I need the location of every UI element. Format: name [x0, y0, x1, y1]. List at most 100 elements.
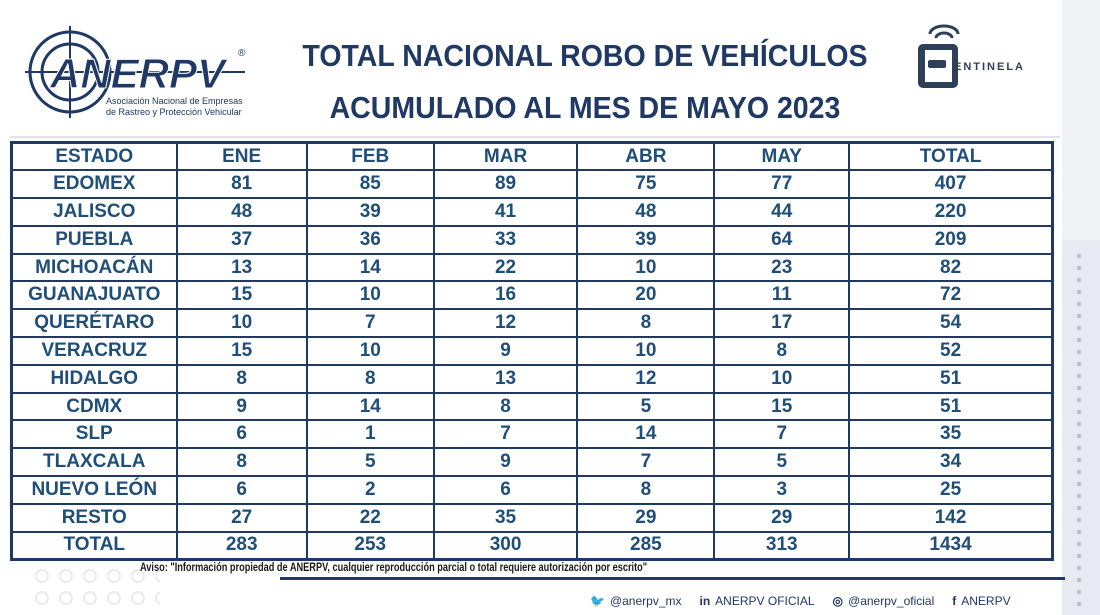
value-cell: 75 [576, 169, 716, 200]
state-cell: RESTO [10, 502, 178, 533]
value-cell: 20 [576, 280, 716, 311]
table-row: NUEVO LEÓN 6 2 6 8 3 25 [10, 475, 1054, 505]
table-row: QUERÉTARO 10 7 12 8 17 54 [10, 308, 1054, 339]
social-link[interactable]: 🐦 @anerpv_mx [590, 594, 682, 608]
value-cell: 12 [432, 308, 579, 339]
state-cell: TOTAL [10, 530, 178, 561]
value-cell: 6 [175, 419, 308, 450]
value-cell: 10 [713, 363, 851, 394]
social-link[interactable]: ◎ @anerpv_oficial [833, 594, 935, 608]
value-cell: 8 [305, 363, 435, 394]
divider [10, 136, 1060, 138]
value-cell: 51 [848, 363, 1054, 394]
value-cell: 22 [432, 252, 579, 283]
value-cell: MAR [432, 141, 579, 172]
value-cell: 48 [576, 197, 716, 227]
value-cell: 10 [305, 336, 435, 366]
value-cell: 1 [305, 419, 435, 450]
value-cell: 313 [713, 530, 851, 561]
value-cell: 220 [848, 197, 1054, 227]
state-cell: PUEBLA [10, 224, 178, 255]
value-cell: 27 [175, 502, 308, 533]
social-label: ANERPV [961, 594, 1011, 608]
anerpv-logo: ANERPV ® Asociación Nacional de Empresas… [25, 26, 246, 118]
social-label: ANERPV OFICIAL [715, 594, 815, 608]
centinela-logo: ENTINELA [918, 24, 1023, 88]
value-cell: 64 [713, 224, 851, 255]
state-cell: TLAXCALA [10, 447, 178, 478]
value-cell: 7 [305, 308, 435, 339]
value-cell: 285 [576, 530, 716, 561]
value-cell: 15 [175, 336, 308, 366]
state-cell: MICHOACÁN [10, 252, 178, 283]
disclaimer: Aviso: "Información propiedad de ANERPV,… [140, 562, 648, 574]
value-cell: 77 [713, 169, 851, 200]
value-cell: 9 [432, 336, 579, 366]
value-cell: 253 [305, 530, 435, 561]
value-cell: 2 [305, 475, 435, 505]
value-cell: 14 [305, 252, 435, 283]
value-cell: 7 [713, 419, 851, 450]
value-cell: 5 [576, 391, 716, 422]
value-cell: 39 [576, 224, 716, 255]
value-cell: 8 [576, 475, 716, 505]
value-cell: 51 [848, 391, 1054, 422]
value-cell: 85 [305, 169, 435, 200]
value-cell: 6 [175, 475, 308, 505]
value-cell: 36 [305, 224, 435, 255]
state-cell: VERACRUZ [10, 336, 178, 366]
value-cell: 89 [432, 169, 579, 200]
state-cell: ESTADO [10, 141, 178, 172]
value-cell: 44 [713, 197, 851, 227]
value-cell: 300 [432, 530, 579, 561]
value-cell: 81 [175, 169, 308, 200]
social-link[interactable]: in ANERPV OFICIAL [700, 594, 815, 608]
value-cell: 8 [576, 308, 716, 339]
value-cell: 7 [576, 447, 716, 478]
value-cell: 22 [305, 502, 435, 533]
value-cell: 5 [305, 447, 435, 478]
value-cell: 142 [848, 502, 1054, 533]
state-cell: NUEVO LEÓN [10, 475, 178, 505]
value-cell: 13 [432, 363, 579, 394]
state-cell: QUERÉTARO [10, 308, 178, 339]
value-cell: 10 [175, 308, 308, 339]
value-cell: 8 [175, 447, 308, 478]
value-cell: 52 [848, 336, 1054, 366]
twitter-icon: 🐦 [590, 594, 605, 608]
value-cell: 407 [848, 169, 1054, 200]
table-row: HIDALGO 8 8 13 12 10 51 [10, 363, 1054, 394]
state-cell: GUANAJUATO [10, 280, 178, 311]
value-cell: 14 [305, 391, 435, 422]
table-row: EDOMEX 81 85 89 75 77 407 [10, 169, 1054, 200]
value-cell: 29 [576, 502, 716, 533]
table-row: VERACRUZ 15 10 9 10 8 52 [10, 336, 1054, 366]
value-cell: 3 [713, 475, 851, 505]
value-cell: 33 [432, 224, 579, 255]
value-cell: MAY [713, 141, 851, 172]
table-row: PUEBLA 37 36 33 39 64 209 [10, 224, 1054, 255]
value-cell: 15 [713, 391, 851, 422]
state-cell: JALISCO [10, 197, 178, 227]
table-row: TLAXCALA 8 5 9 7 5 34 [10, 447, 1054, 478]
value-cell: 17 [713, 308, 851, 339]
value-cell: 48 [175, 197, 308, 227]
value-cell: 29 [713, 502, 851, 533]
value-cell: TOTAL [848, 141, 1054, 172]
table-header: ESTADO ENE FEB MAR ABR MAY TOTAL [10, 141, 1054, 172]
social-link[interactable]: f ANERPV [952, 594, 1010, 608]
value-cell: 15 [175, 280, 308, 311]
table-row: GUANAJUATO 15 10 16 20 11 72 [10, 280, 1054, 311]
value-cell: 7 [432, 419, 579, 450]
value-cell: 11 [713, 280, 851, 311]
value-cell: 41 [432, 197, 579, 227]
state-cell: EDOMEX [10, 169, 178, 200]
value-cell: 10 [576, 252, 716, 283]
table-row: MICHOACÁN 13 14 22 10 23 82 [10, 252, 1054, 283]
decorative-dots [1073, 250, 1085, 610]
svg-text:de Rastreo y Protección Vehicu: de Rastreo y Protección Vehicular [106, 107, 242, 117]
social-links: 🐦 @anerpv_mx in ANERPV OFICIAL ◎ @anerpv_ofic… [590, 594, 1011, 608]
state-cell: SLP [10, 419, 178, 450]
linkedin-icon: in [699, 594, 711, 608]
value-cell: 5 [713, 447, 851, 478]
